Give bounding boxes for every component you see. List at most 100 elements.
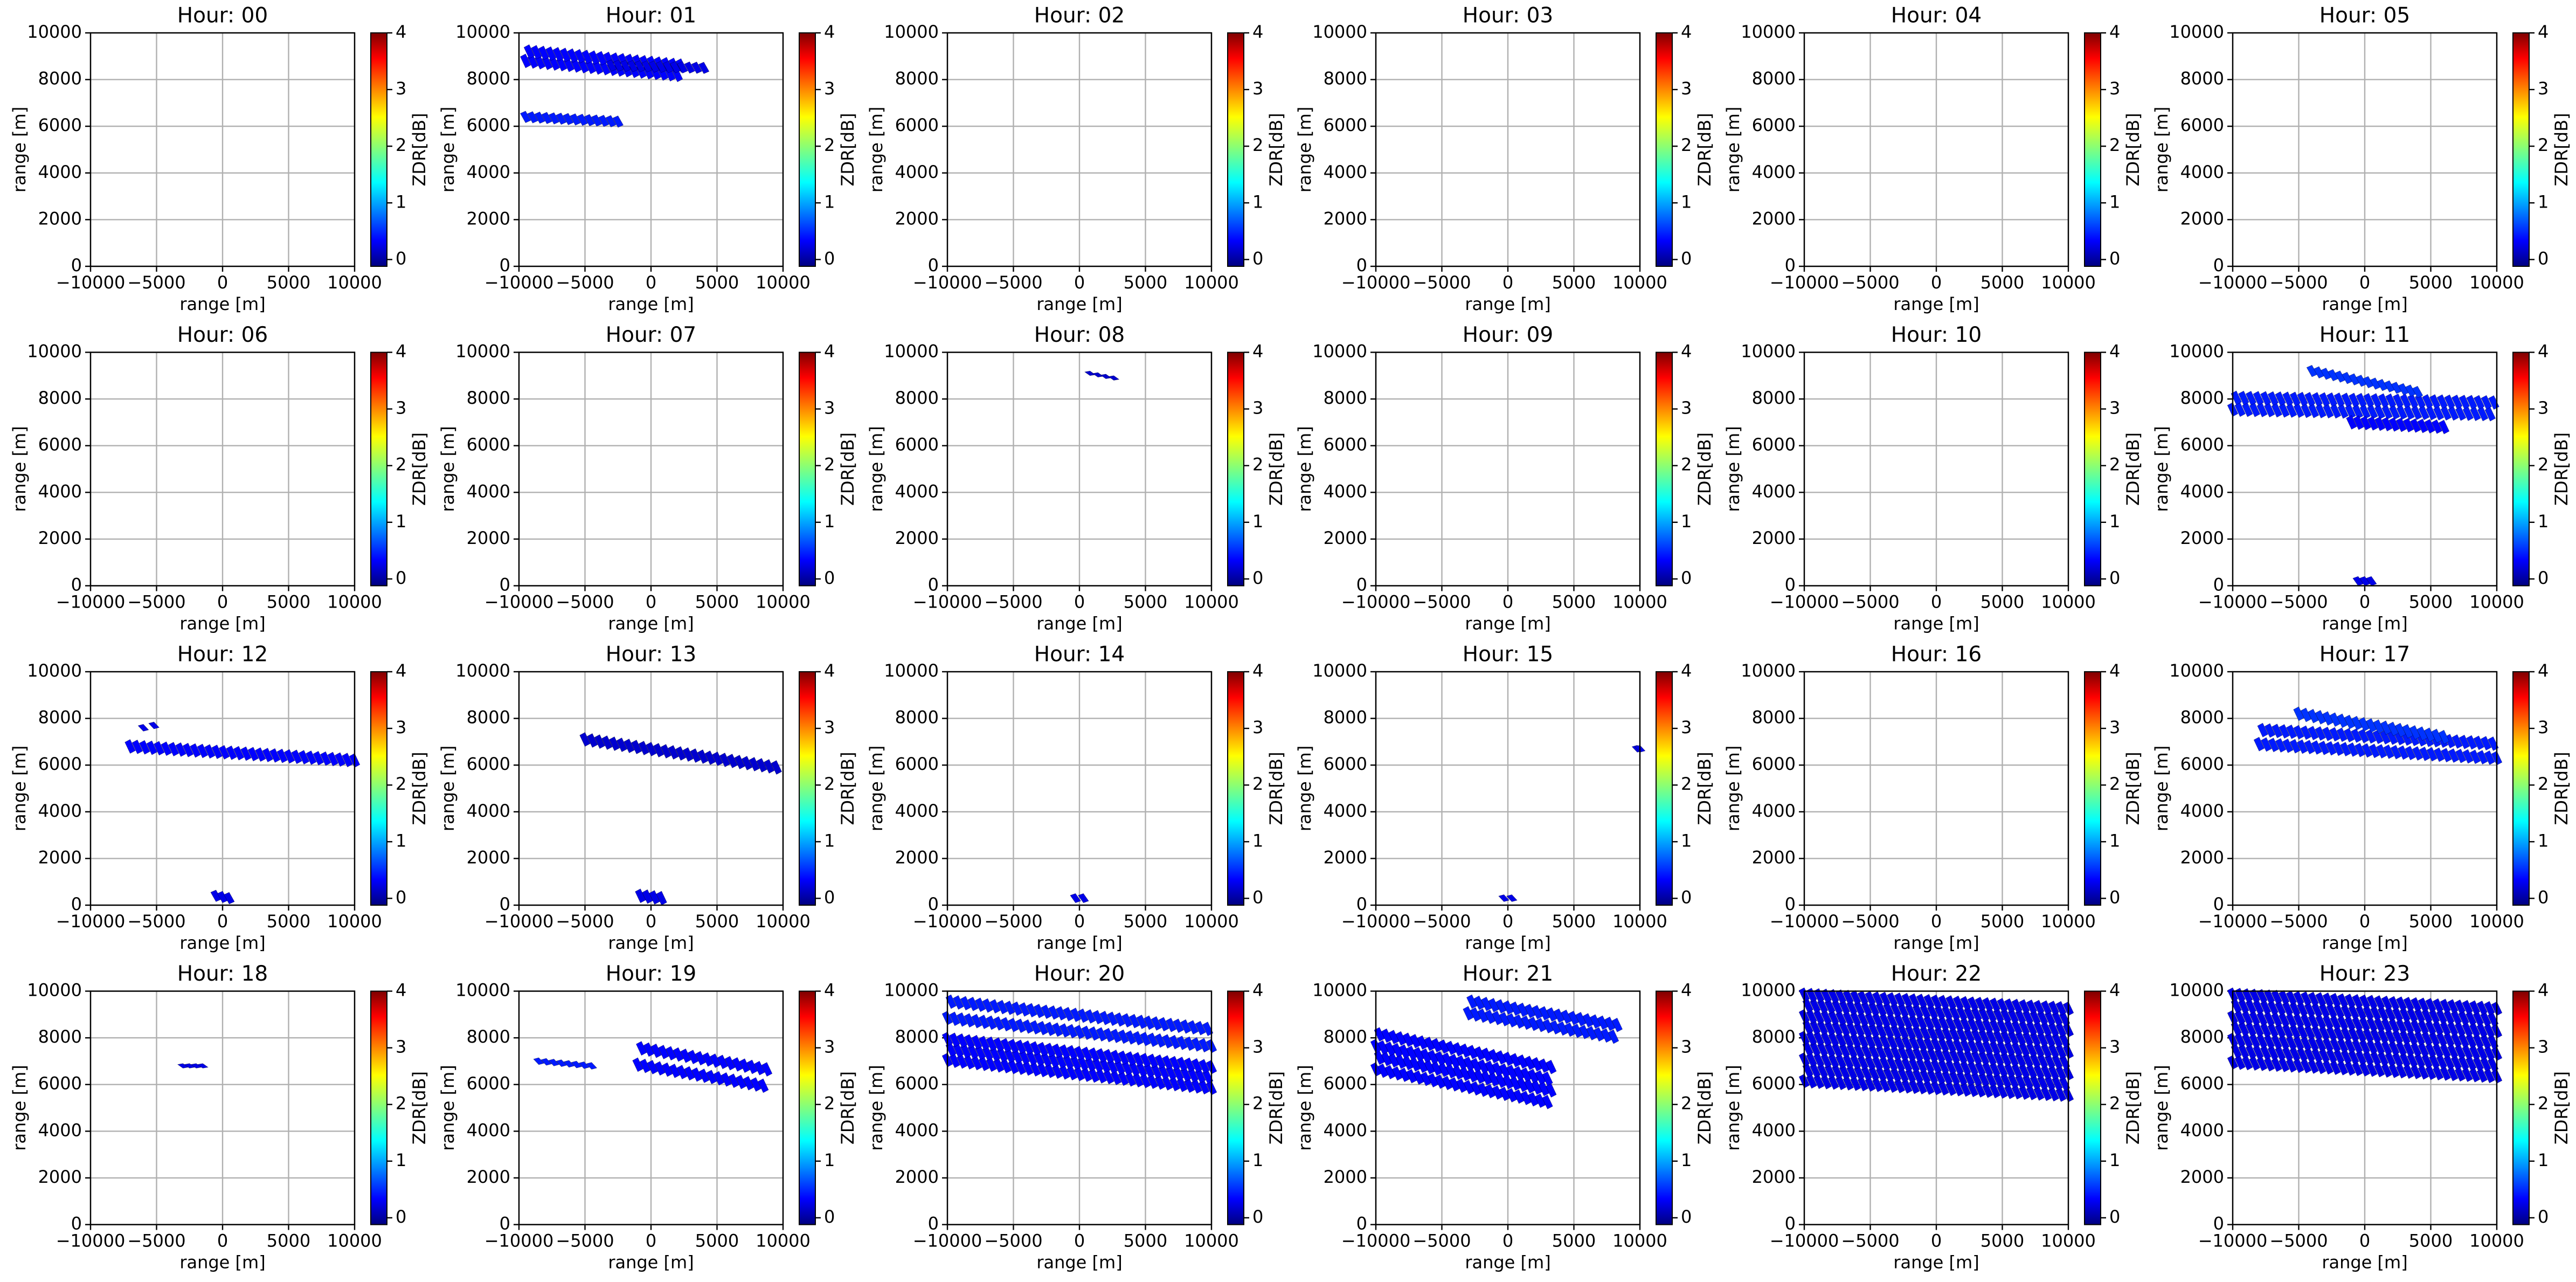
x-tick-label: 0	[1074, 272, 1085, 293]
plot-frame	[89, 351, 356, 587]
echo-cell	[1989, 997, 2001, 1012]
echo-cell	[2348, 392, 2360, 408]
x-tick-label: 10000	[1612, 911, 1667, 932]
echo-cell	[1546, 1059, 1557, 1074]
echo-cell	[1033, 1003, 1045, 1018]
y-tick-label: 10000	[2169, 660, 2224, 681]
echo-cell	[2257, 722, 2268, 738]
echo-cell	[1828, 989, 1839, 1004]
echo-cell	[559, 47, 571, 63]
panel-title: Hour: 21	[1463, 962, 1553, 986]
colorbar-tick-label: 4	[396, 341, 406, 362]
echo-cell	[2253, 736, 2265, 752]
colorbar-tick-label: 2	[2538, 1093, 2549, 1114]
colorbar-tick-label: 4	[1252, 22, 1263, 42]
y-tick-label: 8000	[895, 68, 939, 89]
echo-cell	[1180, 1019, 1192, 1034]
y-tick-label: 2000	[467, 847, 510, 867]
colorbar-tick-label: 3	[396, 1037, 406, 1057]
colorbar-tick-label: 1	[396, 511, 406, 532]
echo-cell	[541, 1058, 552, 1066]
echo-cell	[574, 49, 586, 64]
echo-cell	[709, 1053, 721, 1068]
colorbar-tick-label: 2	[396, 135, 406, 155]
echo-cell	[1059, 1044, 1070, 1059]
x-tick-label: −5000	[556, 911, 614, 932]
y-tick-label: 2000	[1324, 208, 1367, 229]
y-tick-label: 0	[500, 1214, 510, 1234]
echo-cell	[717, 1054, 729, 1070]
colorbar-tick-label: 3	[396, 78, 406, 99]
x-tick-label: 5000	[1124, 1231, 1167, 1251]
y-tick-label: 0	[500, 894, 510, 914]
echo-cell	[741, 756, 753, 770]
y-axis-label: range [m]	[1723, 746, 1743, 831]
colorbar	[2084, 32, 2101, 267]
echo-cell	[1611, 1017, 1623, 1032]
colorbar-label: ZDR[dB]	[2551, 113, 2572, 186]
colorbar-tick-label: 0	[2109, 887, 2120, 907]
x-tick-label: 0	[2359, 911, 2370, 932]
echo-cell	[586, 733, 598, 748]
y-tick-label: 0	[1356, 1214, 1367, 1234]
echo-cell	[148, 721, 160, 729]
y-tick-label: 8000	[467, 707, 510, 728]
echo-cell	[1067, 1024, 1078, 1039]
echo-cell	[2419, 746, 2430, 761]
colorbar-tick-label: 0	[2538, 1207, 2549, 1227]
echo-cell	[2374, 995, 2385, 1010]
colorbar-tick-label: 2	[1681, 454, 1692, 475]
colorbar-tick-label: 3	[1252, 717, 1263, 738]
echo-cell	[1506, 894, 1518, 902]
y-tick-label: 10000	[1741, 660, 1796, 681]
echo-cell	[1608, 1029, 1619, 1044]
y-tick-label: 8000	[38, 68, 82, 89]
echo-cell	[2343, 728, 2355, 743]
echo-cell	[734, 755, 745, 769]
x-axis-label: range [m]	[1893, 294, 1979, 314]
panel: Hour: 08 −10000 −5000 0 5000 10000 0 2000 4000 60…	[866, 323, 1286, 634]
echo-cell	[1008, 1017, 1019, 1032]
colorbar-tick-label: 3	[1681, 1037, 1692, 1057]
echo-cell	[1092, 1010, 1104, 1025]
x-tick-label: 0	[2359, 1231, 2370, 1251]
echo-cell	[2477, 750, 2488, 765]
echo-cell	[1070, 1008, 1082, 1022]
echo-cell	[2365, 576, 2377, 586]
echo-cell	[2436, 394, 2448, 409]
echo-cell	[2417, 418, 2428, 433]
y-tick-label: 10000	[884, 341, 939, 362]
x-axis-label: range [m]	[608, 614, 694, 634]
x-axis-label: range [m]	[2322, 614, 2407, 634]
echo-cell	[1199, 1038, 1210, 1053]
echo-cell	[2372, 729, 2384, 745]
echo-cell	[1055, 1006, 1067, 1021]
echo-cell	[320, 751, 331, 766]
echo-cell	[2300, 991, 2312, 1006]
colorbar	[799, 32, 816, 267]
x-tick-label: 10000	[1184, 592, 1239, 612]
plot-frame	[89, 32, 356, 267]
x-tick-label: 0	[1931, 1231, 1942, 1251]
colorbar-tick-label: 0	[396, 568, 406, 588]
colorbar-tick-label: 0	[1252, 568, 1263, 588]
y-tick-label: 8000	[1752, 68, 1796, 89]
colorbar-tick-label: 3	[396, 398, 406, 418]
x-axis-label: range [m]	[1036, 933, 1122, 953]
x-tick-label: 5000	[267, 1231, 310, 1251]
x-tick-label: 5000	[695, 272, 739, 293]
echo-cell	[204, 744, 216, 759]
y-axis-label: range [m]	[2151, 746, 2172, 831]
x-tick-label: 10000	[2041, 911, 2096, 932]
x-axis-label: range [m]	[1893, 933, 1979, 953]
echo-cell	[1930, 994, 1942, 1009]
echo-cell	[1176, 1057, 1188, 1071]
x-tick-label: 5000	[1981, 592, 2024, 612]
colorbar-label: ZDR[dB]	[409, 432, 430, 506]
colorbar-label: ZDR[dB]	[837, 752, 858, 825]
echo-cell	[1183, 1057, 1195, 1072]
y-tick-label: 4000	[38, 481, 82, 501]
echo-cell	[2388, 996, 2400, 1011]
y-tick-label: 4000	[1324, 1120, 1367, 1140]
x-tick-label: −5000	[127, 1231, 185, 1251]
